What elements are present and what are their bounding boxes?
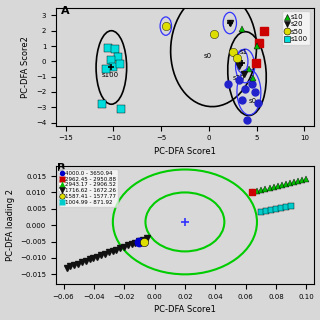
Text: s20: s20 [233, 75, 245, 81]
Text: A: A [61, 6, 69, 16]
Text: s0: s0 [204, 53, 212, 59]
Text: s1: s1 [239, 49, 247, 55]
Text: B: B [58, 163, 66, 173]
Text: s100: s100 [102, 72, 119, 78]
X-axis label: PC-DFA Score1: PC-DFA Score1 [154, 306, 216, 315]
Text: s0: s0 [249, 98, 257, 104]
Y-axis label: PC-DFA loading 2: PC-DFA loading 2 [5, 189, 14, 261]
Y-axis label: PC-DFA Score2: PC-DFA Score2 [21, 36, 30, 98]
Legend: 4000.0 - 3650.94, 2962.45 - 2950.88, 2943.17 - 2906.52, 1716.62 - 1672.26, 1587.: 4000.0 - 3650.94, 2962.45 - 2950.88, 294… [59, 169, 117, 206]
Legend: s10, s20, s50, s100: s10, s20, s50, s100 [282, 11, 310, 45]
X-axis label: PC-DFA Score1: PC-DFA Score1 [154, 147, 216, 156]
